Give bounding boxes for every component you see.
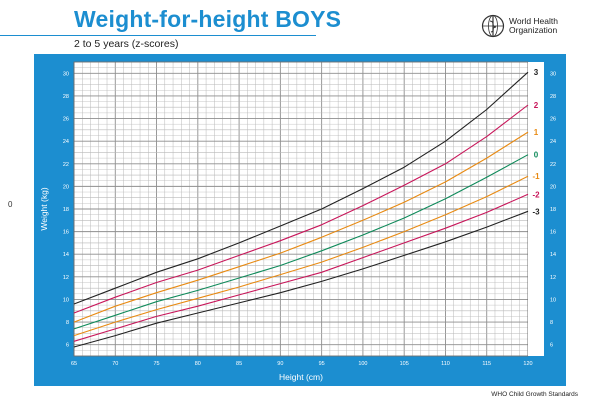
y-tick-label-right: 26 [550, 117, 556, 123]
title-divider [0, 35, 316, 36]
margin-mark: 0 [8, 200, 13, 209]
x-tick-label: 110 [441, 361, 450, 367]
page-subtitle: 2 to 5 years (z-scores) [74, 38, 179, 50]
x-tick-label: 85 [236, 361, 242, 367]
z-score-label-minus3: -3 [532, 207, 540, 216]
z-score-label-2: 2 [534, 101, 539, 110]
x-tick-label: 100 [358, 361, 367, 367]
z-score-line-minus1 [73, 175, 529, 337]
z-score-line-0 [73, 154, 529, 330]
y-axis-title: Weight (kg) [39, 187, 49, 230]
y-tick-label-left: 20 [63, 184, 69, 190]
z-score-label-minus2: -2 [532, 190, 540, 199]
z-label-strip [528, 62, 544, 356]
y-tick-label-right: 12 [550, 275, 556, 281]
z-score-label-0: 0 [534, 151, 539, 160]
y-tick-label-right: 16 [550, 230, 556, 236]
x-tick-label: 120 [523, 361, 532, 367]
y-tick-label-right: 6 [550, 343, 553, 349]
x-axis-title: Height (cm) [279, 372, 323, 382]
y-tick-label-left: 22 [63, 162, 69, 168]
y-tick-label-right: 18 [550, 207, 556, 213]
footer-source: WHO Child Growth Standards [491, 391, 578, 398]
who-emblem-icon [481, 14, 505, 38]
x-tick-label: 70 [112, 361, 118, 367]
x-tick-label: 80 [195, 361, 201, 367]
organization-name: World Health Organization [509, 17, 599, 35]
y-tick-label-left: 6 [66, 343, 69, 349]
z-score-label-3: 3 [534, 68, 539, 77]
z-score-label-1: 1 [534, 128, 539, 137]
y-tick-label-left: 14 [63, 252, 69, 258]
y-tick-label-left: 8 [66, 320, 69, 326]
z-score-line-minus3 [73, 210, 529, 348]
y-tick-label-right: 30 [550, 71, 556, 77]
y-tick-label-right: 28 [550, 94, 556, 100]
z-score-label-minus1: -1 [532, 172, 540, 181]
y-tick-label-right: 24 [550, 139, 556, 145]
y-tick-label-left: 30 [63, 71, 69, 77]
y-tick-label-left: 28 [63, 94, 69, 100]
x-tick-label: 95 [319, 361, 325, 367]
y-tick-label-left: 26 [63, 117, 69, 123]
y-tick-label-left: 12 [63, 275, 69, 281]
z-score-line-1 [73, 131, 529, 323]
y-tick-label-right: 22 [550, 162, 556, 168]
y-tick-label-right: 10 [550, 297, 556, 303]
organization-name-line1: World Health [509, 16, 558, 26]
x-tick-label: 90 [277, 361, 283, 367]
y-tick-label-left: 16 [63, 230, 69, 236]
x-tick-label: 105 [400, 361, 409, 367]
y-tick-label-right: 8 [550, 320, 553, 326]
y-tick-label-right: 20 [550, 184, 556, 190]
y-tick-label-right: 14 [550, 252, 556, 258]
y-tick-label-left: 24 [63, 139, 69, 145]
z-score-line-2 [73, 104, 529, 314]
x-tick-label: 75 [153, 361, 159, 367]
y-tick-label-left: 18 [63, 207, 69, 213]
x-tick-label: 115 [482, 361, 491, 367]
z-score-line-minus2 [73, 193, 529, 342]
y-tick-label-left: 10 [63, 297, 69, 303]
page-title: Weight-for-height BOYS [74, 6, 342, 32]
x-tick-label: 65 [71, 361, 77, 367]
z-score-line-3 [73, 71, 529, 305]
organization-name-line2: Organization [509, 25, 558, 35]
